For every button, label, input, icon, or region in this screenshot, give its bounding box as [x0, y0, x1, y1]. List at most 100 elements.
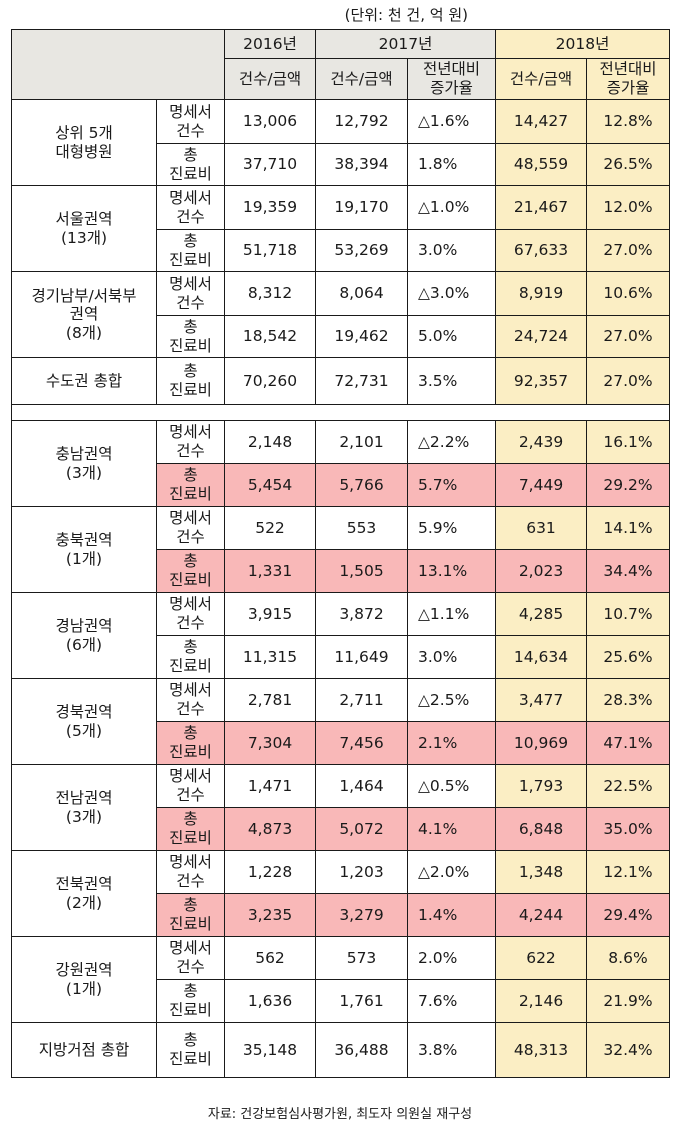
value-2017: 5,766 — [315, 463, 408, 507]
value-2017: 1,761 — [315, 979, 408, 1023]
region-label: 강원권역 (1개) — [11, 936, 157, 1023]
rate-2017: 1.4% — [407, 893, 496, 937]
rate-2018: 25.6% — [586, 635, 670, 679]
value-2018: 48,313 — [495, 1022, 587, 1078]
value-2017: 3,279 — [315, 893, 408, 937]
value-2017: 1,464 — [315, 764, 408, 808]
rate-2018: 12.8% — [586, 99, 670, 144]
value-2016: 2,148 — [224, 420, 316, 464]
rate-2018: 27.0% — [586, 229, 670, 272]
value-2018: 2,023 — [495, 549, 587, 593]
value-2016: 35,148 — [224, 1022, 316, 1078]
rate-2017: 5.0% — [407, 315, 496, 358]
value-2018: 10,969 — [495, 721, 587, 765]
rate-2017: △2.2% — [407, 420, 496, 464]
table-row: 건수/금액 건수/금액 전년대비 증가율 건수/금액 전년대비 증가율 — [12, 58, 670, 100]
value-2018: 92,357 — [495, 357, 587, 405]
table-row: 총 진료비 1,331 1,505 13.1% 2,023 34.4% — [12, 549, 670, 593]
value-2016: 3,235 — [224, 893, 316, 937]
rate-2017: 3.0% — [407, 635, 496, 679]
rate-2018: 27.0% — [586, 357, 670, 405]
region-label: 경남권역 (6개) — [11, 592, 157, 679]
table-row: 총 진료비 11,315 11,649 3.0% 14,634 25.6% — [12, 635, 670, 679]
value-2017: 11,649 — [315, 635, 408, 679]
table-row: 상위 5개 대형병원 명세서 건수 13,006 12,792 △1.6% 14,427 1… — [11, 99, 670, 186]
value-2017: 38,394 — [315, 143, 408, 186]
region-label: 전남권역 (3개) — [11, 764, 157, 851]
metric-type: 총 진료비 — [156, 143, 225, 186]
value-2018: 1,348 — [495, 850, 587, 894]
metric-type: 총 진료비 — [156, 315, 225, 358]
metric-type: 총 진료비 — [156, 721, 225, 765]
rate-2018: 10.7% — [586, 592, 670, 636]
rate-2017: △1.0% — [407, 185, 496, 230]
rate-2017: 2.0% — [407, 936, 496, 980]
value-2018: 7,449 — [495, 463, 587, 507]
rate-2018: 10.6% — [586, 271, 670, 316]
rate-2017: △1.6% — [407, 99, 496, 144]
value-2016: 18,542 — [224, 315, 316, 358]
rate-2018: 12.0% — [586, 185, 670, 230]
value-2018: 14,634 — [495, 635, 587, 679]
rate-2018: 47.1% — [586, 721, 670, 765]
value-2016: 4,873 — [224, 807, 316, 851]
table-row — [11, 404, 670, 421]
table-row: 충북권역 (1개) 명세서 건수 522 553 5.9% 631 14.1% — [11, 506, 670, 593]
rate-2018: 16.1% — [586, 420, 670, 464]
value-2018: 14,427 — [495, 99, 587, 144]
rate-2017: 3.0% — [407, 229, 496, 272]
col-amount-2018: 건수/금액 — [495, 58, 587, 100]
value-2016: 522 — [224, 506, 316, 550]
value-2017: 7,456 — [315, 721, 408, 765]
metric-type: 명세서 건수 — [156, 592, 225, 636]
rate-2018: 8.6% — [586, 936, 670, 980]
metric-type: 명세서 건수 — [156, 99, 225, 144]
value-2016: 2,781 — [224, 678, 316, 722]
source-note: 자료: 건강보험심사평가원, 최도자 의원실 재구성 — [207, 1107, 473, 1122]
rate-2018: 32.4% — [586, 1022, 670, 1078]
table-row: 2016년 2017년 2018년 — [11, 29, 670, 100]
rate-2018: 28.3% — [586, 678, 670, 722]
value-2017: 8,064 — [315, 271, 408, 316]
rate-2017: △0.5% — [407, 764, 496, 808]
metric-type: 명세서 건수 — [156, 678, 225, 722]
rate-2017: △1.1% — [407, 592, 496, 636]
rate-2018: 29.2% — [586, 463, 670, 507]
metric-type: 명세서 건수 — [156, 271, 225, 316]
region-label: 충남권역 (3개) — [11, 420, 157, 507]
value-2018: 24,724 — [495, 315, 587, 358]
region-label: 충북권역 (1개) — [11, 506, 157, 593]
value-2018: 622 — [495, 936, 587, 980]
value-2017: 12,792 — [315, 99, 408, 144]
metric-type: 명세서 건수 — [156, 185, 225, 230]
value-2017: 2,711 — [315, 678, 408, 722]
value-2017: 573 — [315, 936, 408, 980]
value-2016: 1,331 — [224, 549, 316, 593]
region-label: 경기남부/서북부 권역 (8개) — [11, 271, 157, 358]
header-blank — [11, 29, 225, 100]
rate-2018: 27.0% — [586, 315, 670, 358]
value-2016: 13,006 — [224, 99, 316, 144]
value-2016: 562 — [224, 936, 316, 980]
table-row: 충남권역 (3개) 명세서 건수 2,148 2,101 △2.2% 2,439 16.1% — [11, 420, 670, 507]
table-row: 총 진료비 4,873 5,072 4.1% 6,848 35.0% — [12, 807, 670, 851]
rate-2017: 3.5% — [407, 357, 496, 405]
value-2016: 1,636 — [224, 979, 316, 1023]
metric-type: 총 진료비 — [156, 979, 225, 1023]
col-rate-2018: 전년대비 증가율 — [586, 58, 670, 100]
metric-type: 명세서 건수 — [156, 764, 225, 808]
rate-2018: 34.4% — [586, 549, 670, 593]
table-row: 총 진료비 18,542 19,462 5.0% 24,724 27.0% — [12, 315, 670, 358]
table-row: 전남권역 (3개) 명세서 건수 1,471 1,464 △0.5% 1,793 22.5% — [11, 764, 670, 851]
value-2018: 1,793 — [495, 764, 587, 808]
rate-2018: 29.4% — [586, 893, 670, 937]
rate-2017: 5.7% — [407, 463, 496, 507]
value-2016: 5,454 — [224, 463, 316, 507]
value-2018: 2,439 — [495, 420, 587, 464]
rate-2017: △2.5% — [407, 678, 496, 722]
table-row: 수도권 총합 총 진료비 70,260 72,731 3.5% 92,357 27.0% — [11, 357, 670, 405]
value-2017: 36,488 — [315, 1022, 408, 1078]
table-row: 경북권역 (5개) 명세서 건수 2,781 2,711 △2.5% 3,477 28.3% — [11, 678, 670, 765]
unit-note: (단위: 천 건, 억 원) — [344, 6, 468, 24]
rate-2017: 1.8% — [407, 143, 496, 186]
